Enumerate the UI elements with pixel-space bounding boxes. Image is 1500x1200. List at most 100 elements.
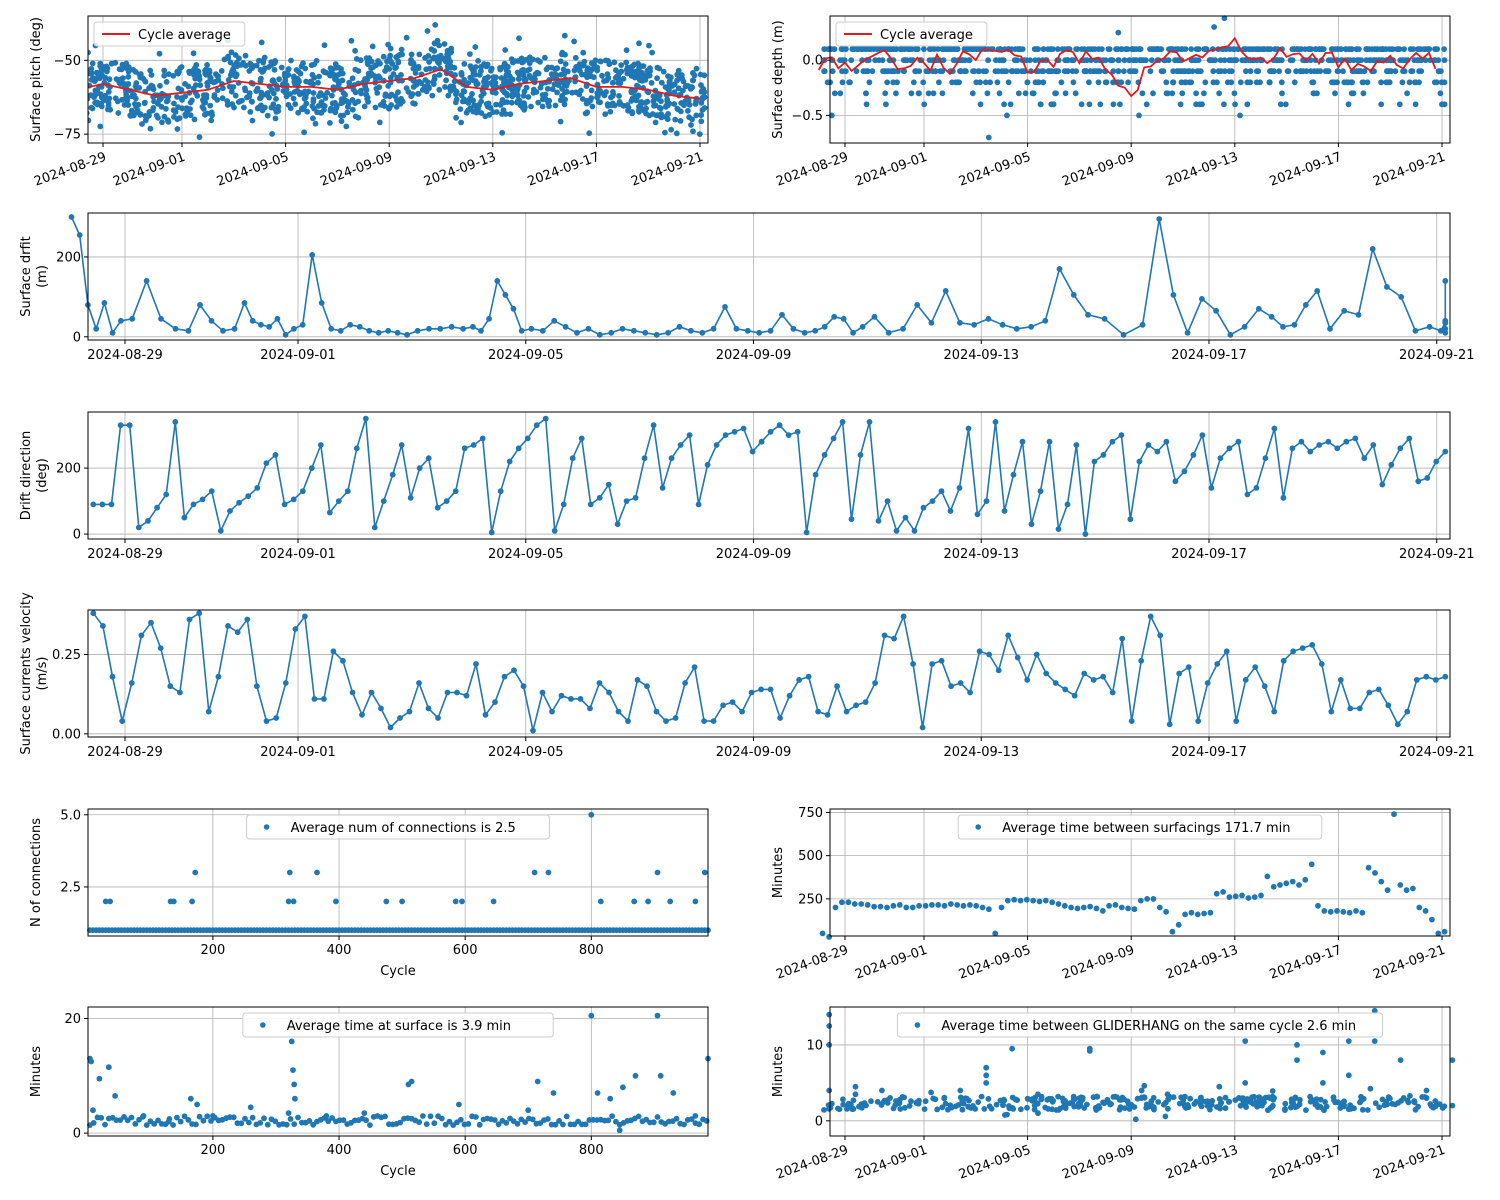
gliderhang-point [896,1100,903,1106]
time_at_surface-point [128,1114,135,1121]
pitch-point [344,98,350,105]
gliderhang-point [1113,1094,1120,1100]
surfacing-point [1220,889,1226,895]
surfacing-point [1226,894,1233,900]
velocity-point [157,645,164,651]
pitch-point [597,99,603,106]
pitch-point [272,115,279,122]
x-tick-label: 2024-08-29 [774,943,850,983]
depth-point [1210,79,1217,86]
gliderhang-point [1243,1104,1249,1110]
pitch-point [211,92,218,98]
drift-point [1442,329,1449,336]
drift-point [1314,288,1321,294]
connections-point [588,811,595,818]
pitch-point [187,112,194,119]
pitch-point [649,49,655,56]
velocity-point [511,667,517,674]
depth-point [1193,101,1199,108]
drift-point [722,304,728,310]
time_at_surface-point [560,1121,566,1128]
pitch-point [656,104,663,111]
depth-point [1325,68,1332,75]
gliderhang-point [1094,1093,1101,1100]
time_at_surface-point [423,1121,430,1127]
pitch-point [316,73,322,80]
direction-point [857,452,864,458]
time_at_surface-point [230,1114,237,1121]
depth-point [1136,46,1143,52]
axes-frame [829,1006,1451,1137]
pitch-point [329,100,336,107]
connections-point [667,898,674,905]
time_at_surface-point [306,1118,313,1124]
depth-point [1115,57,1122,64]
surfacing-point [896,902,903,908]
depth-point [977,101,984,108]
velocity-point [205,708,212,715]
connections-point [645,898,651,905]
velocity-point [1356,705,1363,712]
depth-point [1150,46,1156,52]
velocity-point [368,689,375,696]
pitch-point [301,95,308,102]
pitch-point [646,42,652,49]
pitch-point [699,96,705,103]
pitch-point [203,71,210,77]
depth-point [1040,68,1047,75]
pitch-point [88,104,95,111]
drift-point [562,323,569,330]
direction-point [470,442,477,448]
pitch-point [403,34,410,41]
gliderhang-point [1282,1106,1288,1112]
depth-point [1279,90,1285,97]
gliderhang-point [1187,1095,1194,1102]
surfacing-point [1283,880,1290,887]
pitch-point [425,53,432,59]
velocity-point [815,708,821,715]
depth-point [959,57,966,64]
direction-point [208,488,215,495]
surfacing-point [1321,908,1328,914]
pitch-point [288,57,294,64]
direction-point [1064,501,1071,508]
x-tick-label: 2024-09-13 [1164,943,1240,983]
depth-point [1247,68,1254,75]
time_at_surface-point [187,1095,194,1102]
gliderhang-point [863,1102,869,1109]
depth-point [1061,68,1068,75]
pitch-point [204,110,211,117]
surfacing-point [973,902,980,909]
direction-point [461,445,468,452]
pitch-point [352,113,359,120]
pitch-point [272,106,279,113]
y-axis-label: Surface drfit [19,236,34,317]
gliderhang-point [1449,1102,1456,1109]
gliderhang-point [1371,1007,1378,1014]
drift-point [1156,216,1163,222]
depth-point [1193,90,1199,97]
depth-point [1040,79,1046,86]
pitch-point [467,74,474,81]
gliderhang-point [1345,1072,1352,1079]
connections-point [631,898,638,905]
direction-point [362,415,369,422]
depth-point [977,79,983,86]
pitch-point [573,89,580,96]
pitch-point [561,71,568,77]
depth-point [863,90,869,97]
depth-point [1150,90,1156,97]
drift-point [197,302,203,308]
pitch-point [106,95,113,102]
pitch-point [343,123,350,130]
direction-point [605,481,612,488]
direction-point [722,432,729,438]
depth-point [1396,101,1403,108]
y-tick-label: 750 [798,806,823,821]
velocity-point [549,708,555,715]
pitch-point [550,73,556,80]
depth-point [982,79,989,86]
gliderhang-point [963,1095,970,1102]
direction-point [794,428,801,435]
pitch-point [81,61,87,67]
